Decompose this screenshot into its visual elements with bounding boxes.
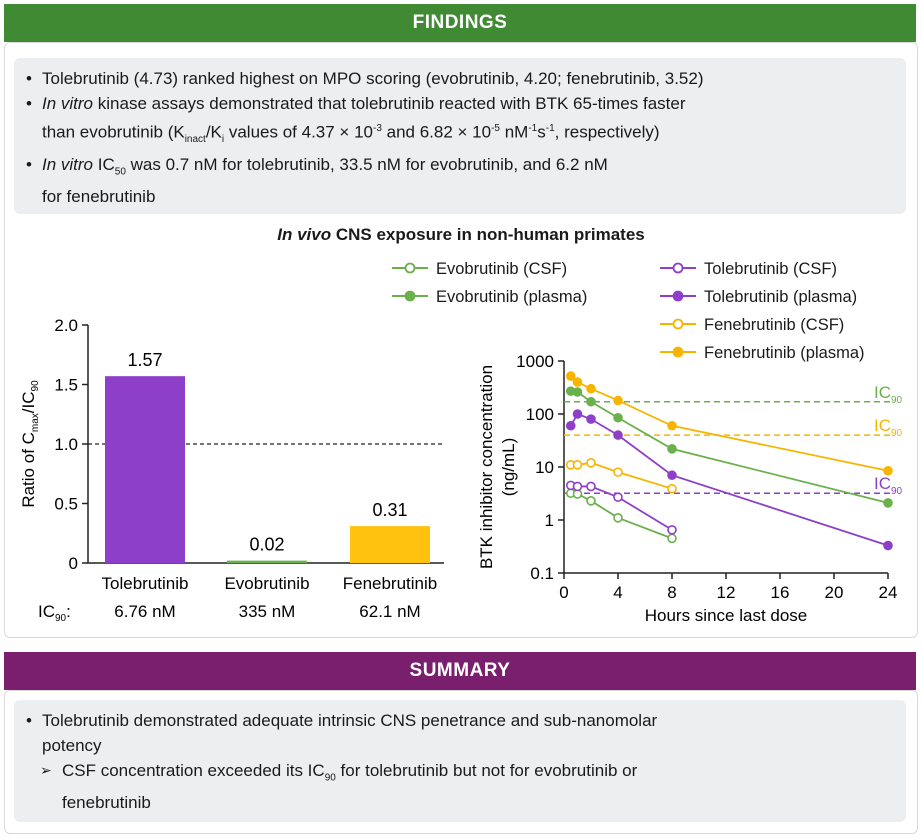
finding-item-2: In vitro kinase assays demonstrated that… xyxy=(24,91,894,152)
line-x-tick-label: 20 xyxy=(825,583,844,602)
legend-marker xyxy=(404,290,416,302)
legend-marker xyxy=(672,290,684,302)
series-point xyxy=(613,430,623,440)
bar-y-tick-label: 0.5 xyxy=(54,495,78,514)
series-line-tolebrutinib-csf- xyxy=(570,484,673,531)
findings-box: Tolebrutinib (4.73) ranked highest on MP… xyxy=(14,58,906,214)
series-line-evobrutinib-plasma- xyxy=(570,390,889,504)
bar-chart: 0 0.5 1.0 1.5 2.0 Ratio of Cmax/IC90 1.57 Toleb… xyxy=(19,316,444,624)
bar-value-label: 0.02 xyxy=(249,535,284,555)
bar-category-label: Evobrutinib xyxy=(224,574,309,593)
line-x-tick-label: 0 xyxy=(559,583,568,602)
line-x-tick-label: 16 xyxy=(771,583,790,602)
bar-ic90-prefix: IC90: xyxy=(38,602,71,624)
line-y-label-2: (ng/mL) xyxy=(499,438,518,497)
bar-category-label: Tolebrutinib xyxy=(102,574,189,593)
bar-y-tick-label: 2.0 xyxy=(54,316,78,335)
series-line-fenebrutinib-csf- xyxy=(570,461,673,490)
findings-banner: FINDINGS xyxy=(4,4,916,42)
legend-label: Evobrutinib (plasma) xyxy=(436,288,587,306)
series-point xyxy=(613,492,623,502)
legend-label: Tolebrutinib (plasma) xyxy=(704,288,857,306)
series-point xyxy=(572,460,583,470)
series-point xyxy=(667,470,677,481)
series-point xyxy=(613,395,623,406)
ic90-label-evo: IC90 xyxy=(874,383,903,406)
series-point xyxy=(565,371,576,381)
bar-evobrutinib xyxy=(227,560,307,563)
findings-list: Tolebrutinib (4.73) ranked highest on MP… xyxy=(24,66,894,209)
bar-category-label: Fenebrutinib xyxy=(343,574,438,593)
chart-legend: Evobrutinib (CSF) Evobrutinib (plasma) Tol… xyxy=(392,260,865,362)
line-y-tick-label: 10 xyxy=(535,458,554,477)
legend-marker xyxy=(404,262,416,274)
series-point xyxy=(883,465,893,476)
bar-y-tick-label: 1.0 xyxy=(54,435,78,454)
series-point xyxy=(613,412,623,423)
bar-tolebrutinib xyxy=(105,376,185,563)
series-point xyxy=(667,483,677,494)
bar-ic90-value: 335 nM xyxy=(239,602,296,621)
legend-label: Fenebrutinib (plasma) xyxy=(704,344,865,362)
bar-ic90-value: 62.1 nM xyxy=(359,602,420,621)
ic90-label-tole: IC90 xyxy=(874,474,903,497)
series-point xyxy=(667,525,677,535)
series-point xyxy=(586,458,596,468)
series-point xyxy=(586,414,596,424)
series-point xyxy=(572,387,583,397)
series-point xyxy=(586,496,596,506)
bar-y-label: Ratio of Cmax/IC90 xyxy=(19,380,41,508)
series-point xyxy=(572,481,583,492)
series-point xyxy=(572,409,583,419)
summary-subitem: CSF concentration exceeded its IC90 for … xyxy=(24,758,894,815)
line-y-tick-label: 100 xyxy=(526,405,554,424)
series-point xyxy=(883,498,893,508)
bar-ic90-value: 6.76 nM xyxy=(114,602,175,621)
series-point xyxy=(667,444,677,454)
line-x-label: Hours since last dose xyxy=(645,606,808,625)
line-y-label-1: BTK inhibitor concentration xyxy=(477,365,496,569)
legend-marker xyxy=(672,262,684,274)
line-y-tick-label: 1 xyxy=(545,511,554,530)
summary-banner: SUMMARY xyxy=(4,652,916,690)
legend-label: Fenebrutinib (CSF) xyxy=(704,316,844,334)
bar-fenebrutinib xyxy=(350,526,430,563)
ic90-label-fene: IC90 xyxy=(874,416,903,439)
series-point xyxy=(667,533,677,544)
series-point xyxy=(586,481,596,492)
legend-label: Evobrutinib (CSF) xyxy=(436,260,567,278)
bar-y-tick-label: 0 xyxy=(69,554,78,573)
line-x-tick-label: 12 xyxy=(717,583,736,602)
series-point xyxy=(883,540,893,551)
line-y-tick-label: 0.1 xyxy=(530,564,554,583)
line-y-tick-label: 1000 xyxy=(516,352,554,371)
legend-label: Tolebrutinib (CSF) xyxy=(704,260,837,278)
summary-list: Tolebrutinib demonstrated adequate intri… xyxy=(24,708,894,815)
bar-value-label: 1.57 xyxy=(127,350,162,370)
summary-box: Tolebrutinib demonstrated adequate intri… xyxy=(14,700,906,822)
series-line-fenebrutinib-plasma- xyxy=(570,375,889,472)
line-chart: 0.1 1 10 100 1000 0 4 8 12 16 20 24 Hours since last… xyxy=(477,352,903,625)
findings-title: FINDINGS xyxy=(412,12,508,33)
finding-item-1: Tolebrutinib (4.73) ranked highest on MP… xyxy=(24,66,894,91)
series-point xyxy=(565,420,576,431)
summary-item: Tolebrutinib demonstrated adequate intri… xyxy=(24,708,894,758)
line-x-tick-label: 4 xyxy=(613,583,622,602)
chart-title: In vivo CNS exposure in non-human primat… xyxy=(277,225,645,244)
series-point xyxy=(572,377,583,387)
series-point xyxy=(613,467,623,477)
series-point xyxy=(586,383,596,394)
line-x-tick-label: 8 xyxy=(667,583,676,602)
bar-value-label: 0.31 xyxy=(372,500,407,520)
line-x-tick-label: 24 xyxy=(879,583,898,602)
legend-marker xyxy=(672,346,684,358)
finding-item-3: In vitro IC50 was 0.7 nM for tolebrutini… xyxy=(24,152,894,209)
series-point xyxy=(667,420,677,431)
series-point xyxy=(586,396,596,407)
summary-title: SUMMARY xyxy=(409,660,511,681)
series-point xyxy=(613,513,623,523)
legend-marker xyxy=(672,318,684,330)
bar-y-tick-label: 1.5 xyxy=(54,376,78,395)
